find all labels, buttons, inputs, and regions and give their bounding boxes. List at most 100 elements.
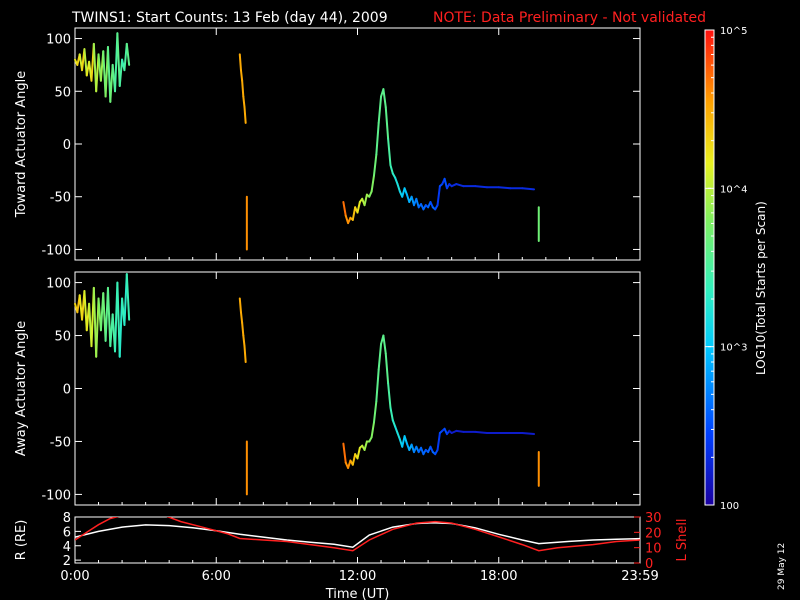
away-frame [74,271,641,506]
toward-trace-3-segment [455,183,465,188]
toward-trace-3-segment [377,95,383,124]
away-trace-1-segment [241,321,245,337]
toward-trace-3-segment [443,177,448,190]
time-xlabel: Time (UT) [325,587,390,600]
toward-actuator-panel: 100 50 0 -50 -100 Toward Actuator Angle [14,27,641,261]
lshell-ytick-label: 20 [645,526,662,541]
colorbar: 10^5 10^4 10^3 100 LOG10(Total Starts per S… [704,26,768,512]
away-trace-1-segment [238,297,242,314]
away-trace-3-segment [377,343,383,371]
toward-trace-0-segment [118,58,124,87]
colorbar-gradient [704,29,715,506]
toward-trace-3-segment [351,206,357,221]
toward-trace-3-segment [370,174,375,193]
away-trace-3-segment [342,442,347,464]
colorbar-ticks: 10^5 10^4 10^3 100 [705,26,747,512]
toward-trace-3-segment [415,197,420,209]
away-ylabel: Away Actuator Angle [14,321,29,456]
toward-trace-3-segment [396,183,401,193]
away-trace-3-segment [436,431,441,451]
time-xtick-label: 6:00 [202,569,231,584]
away-trace-3-segment [363,440,368,451]
toward-trace-1-segment [239,69,244,82]
toward-trace-1-segment [242,95,246,109]
colorbar-tick-label: 10^4 [720,184,747,195]
away-trace-3-segment [403,435,408,445]
away-ytick-label: 100 [46,277,71,292]
toward-trace-3-segment [382,88,387,109]
toward-trace-3-segment [436,185,441,207]
lshell-line [75,517,640,552]
toward-trace-3-segment [387,137,392,167]
away-trace-3-segment [391,419,397,428]
away-trace-3-segment [351,453,357,466]
away-trace-1-segment [242,334,246,348]
away-trace-0-segment [125,273,131,321]
toward-trace-1-segment [243,106,247,124]
r-ylabel: R (RE) [14,520,29,561]
toward-trace-3-segment [356,201,361,214]
away-ytick-label: -50 [50,435,71,450]
r-ytick-label: 2 [63,554,71,569]
toward-ylabel: Toward Actuator Angle [14,71,29,218]
away-trace-3-segment [387,382,392,409]
away-trace-3-segment [455,429,465,433]
toward-trace-3-segment [363,193,368,207]
away-ytick-label: 50 [54,330,71,345]
away-trace-0-segment [106,286,112,348]
toward-trace-3-segment [497,186,512,190]
away-actuator-panel: 100 50 0 -50 -100 Away Actuator Angle [14,271,641,506]
toward-trace-3-segment [384,106,390,140]
lshell-ytick-label: 0 [645,557,653,572]
away-trace-3-segment [396,431,401,441]
preliminary-note: NOTE: Data Preliminary - Not validated [433,10,706,26]
away-trace-3-segment [370,421,375,439]
toward-trace-1-segment [238,53,242,72]
toward-ytick-label: 50 [54,85,71,100]
away-trace-1-segment [239,311,244,324]
time-xtick-label: 0:00 [60,569,89,584]
lshell-ytick-label: 10 [645,542,662,557]
plot-title: TWINS1: Start Counts: 13 Feb (day 44), 2… [71,10,388,26]
r-ytick-label: 6 [63,525,71,540]
colorbar-tick-label: 10^5 [720,26,747,37]
away-trace-3-segment [389,406,394,422]
toward-trace-1-segment [241,79,245,98]
away-trace-0-segment [118,297,124,358]
toward-ytick-label: -100 [41,243,71,258]
toward-trace-3-segment [403,187,408,196]
r-ytick-label: 4 [63,540,71,555]
colorbar-tick-label: 10^3 [720,343,747,354]
away-trace-3-segment [394,425,399,434]
lshell-ylabel: L Shell [675,518,690,561]
time-xtick-label: 23:59 [621,569,658,584]
toward-trace-0-segment [125,42,131,66]
away-trace-3-segment [356,446,361,460]
date-stamp: 29 May 12 [777,543,787,590]
bottom-frame [74,516,641,564]
colorbar-label: LOG10(Total Starts per Scan) [754,201,768,375]
away-trace-0-segment [95,297,100,358]
away-ytick-label: -100 [41,488,71,503]
toward-trace-0-segment [83,48,88,77]
toward-trace-3-segment [342,201,347,217]
colorbar-tick-label: 100 [720,501,739,512]
radius-line [75,522,640,548]
toward-ytick-label: 0 [63,138,71,153]
toward-trace-3-segment [389,164,394,175]
away-trace-3-segment [375,368,380,403]
away-trace-3-segment [372,400,378,424]
away-trace-3-segment [521,431,536,436]
away-trace-3-segment [382,334,387,355]
away-trace-3-segment [384,352,390,385]
r-ytick-label: 8 [63,511,71,526]
toward-trace-3-segment [474,185,488,189]
toward-frame [74,27,641,261]
toward-trace-3-segment [372,153,378,177]
away-trace-3-segment [474,430,488,434]
time-xtick-label: 12:00 [339,569,376,584]
toward-trace-3-segment [521,187,536,191]
away-trace-1-segment [243,345,247,364]
